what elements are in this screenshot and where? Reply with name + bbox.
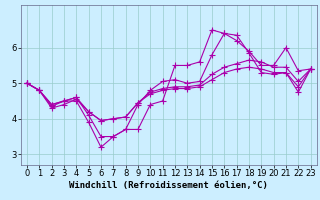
- X-axis label: Windchill (Refroidissement éolien,°C): Windchill (Refroidissement éolien,°C): [69, 181, 268, 190]
